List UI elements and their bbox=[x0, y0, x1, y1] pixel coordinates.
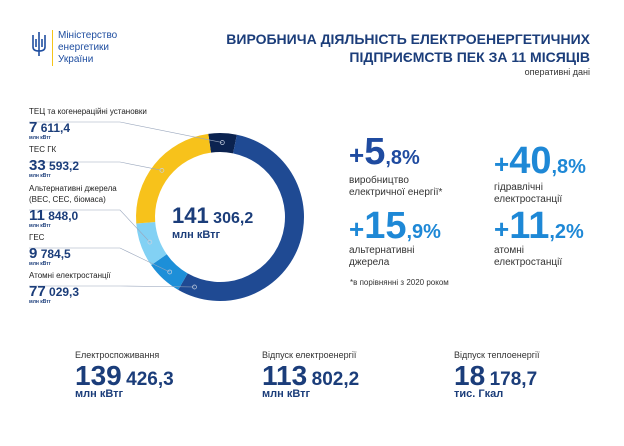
plus: + bbox=[494, 149, 510, 179]
donut-chart bbox=[29, 121, 305, 301]
slice-tec bbox=[208, 133, 237, 154]
slice-nuclear bbox=[178, 134, 305, 301]
value-big: 77 bbox=[29, 283, 46, 300]
pct-int: 11 bbox=[509, 205, 550, 247]
caption: гідравлічні bbox=[494, 182, 543, 193]
leader-dot bbox=[219, 140, 225, 145]
plus: + bbox=[494, 214, 510, 244]
growth-alternative: +15,9% альтернативні джерела bbox=[349, 207, 441, 269]
caption: електричної енергії* bbox=[349, 187, 443, 198]
kpi-unit: млн кВтг bbox=[75, 388, 124, 400]
legend-value-ges: 9 784,5 bbox=[29, 245, 71, 262]
legend-unit: млн кВтг bbox=[29, 223, 51, 229]
logo-line: України bbox=[58, 54, 94, 65]
kpi-unit: млн кВтг bbox=[262, 388, 311, 400]
kpi-label: Електроспоживання bbox=[75, 350, 160, 360]
caption: виробництво bbox=[349, 175, 409, 186]
kpi-big: 113 bbox=[262, 360, 308, 391]
kpi-electricity-supply: Відпуск електроенергії 113 802,2 млн кВт… bbox=[262, 350, 359, 400]
legend-label-aes: Атомні електростанції bbox=[29, 271, 111, 280]
page-title: ВИРОБНИЧА ДІЯЛЬНІСТЬ ЕЛЕКТРОЕНЕРГЕТИЧНИХ… bbox=[226, 30, 590, 66]
kpi-label: Відпуск електроенергії bbox=[262, 350, 357, 360]
center-value-big: 141 bbox=[172, 203, 209, 228]
leader-line bbox=[29, 209, 151, 243]
value-big: 9 bbox=[29, 245, 38, 262]
value-small: 848,0 bbox=[48, 209, 79, 223]
caption: електростанції bbox=[494, 194, 563, 205]
caption: альтернативні bbox=[349, 245, 415, 256]
pct-dec: ,2% bbox=[549, 221, 584, 243]
legend-label-ges: ГЕС bbox=[29, 233, 45, 242]
value-big: 7 bbox=[29, 119, 38, 136]
legend-unit: млн кВтг bbox=[29, 261, 51, 267]
kpi-small: 426,3 bbox=[126, 369, 174, 390]
legend-unit: млн кВтг bbox=[29, 173, 51, 179]
pct-dec: ,9% bbox=[406, 221, 441, 243]
kpi-unit: тис. Гкал bbox=[454, 388, 504, 400]
leader-line bbox=[29, 161, 162, 171]
legend-unit: млн кВтг bbox=[29, 299, 51, 305]
legend-label-tes: ТЕС ГК bbox=[29, 145, 57, 154]
pct-int: 40 bbox=[509, 140, 552, 182]
legend-label-alt-2: (ВЕС, СЕС, біомаса) bbox=[29, 195, 106, 204]
growth-hydro: +40,8% гідравлічні електростанції bbox=[494, 142, 586, 206]
caption: електростанції bbox=[494, 257, 563, 268]
legend-label-alt: Альтернативні джерела bbox=[29, 184, 117, 193]
leader-dot bbox=[147, 239, 153, 245]
value-small: 029,3 bbox=[49, 285, 80, 299]
kpi-label: Відпуск теплоенергії bbox=[454, 350, 540, 360]
title-line: ПІДПРИЄМСТВ ПЕК ЗА 11 МІСЯЦІВ bbox=[349, 49, 590, 65]
kpi-small: 802,2 bbox=[311, 369, 360, 390]
value-small: 784,5 bbox=[40, 247, 71, 261]
kpi-consumption: Електроспоживання 139 426,3 млн кВтг bbox=[75, 350, 174, 400]
growth-nuclear: +11,2% атомні електростанції bbox=[494, 207, 584, 269]
pct-int: 5 bbox=[364, 131, 386, 173]
legend-unit: млн кВтг bbox=[29, 135, 51, 141]
legend-value-tec: 7 611,4 bbox=[29, 119, 70, 136]
pct-dec: ,8% bbox=[385, 147, 420, 169]
leader-dot bbox=[167, 269, 173, 275]
caption: джерела bbox=[349, 257, 390, 268]
leader-line bbox=[29, 285, 195, 288]
pct-int: 15 bbox=[364, 205, 407, 247]
leader-line bbox=[29, 247, 170, 273]
trident-icon bbox=[32, 32, 46, 56]
logo-line: Міністерство bbox=[58, 30, 118, 41]
slice-tes bbox=[136, 133, 211, 224]
legend-value-tes: 33 593,2 bbox=[29, 157, 79, 174]
growth-production: +5,8% виробництво електричної енергії* bbox=[349, 133, 442, 199]
value-big: 33 bbox=[29, 157, 46, 174]
value-small: 611,4 bbox=[40, 121, 71, 135]
leader-dot bbox=[192, 284, 197, 290]
title-line: ВИРОБНИЧА ДІЯЛЬНІСТЬ ЕЛЕКТРОЕНЕРГЕТИЧНИХ bbox=[226, 31, 590, 47]
center-value-small: 306,2 bbox=[213, 210, 254, 227]
donut-center-value: 141 306,2 bbox=[172, 203, 253, 229]
kpi-heat-supply: Відпуск теплоенергії 18 178,7 тис. Гкал bbox=[454, 350, 540, 400]
legend-value-alt: 11 848,0 bbox=[29, 207, 78, 224]
plus: + bbox=[349, 140, 365, 170]
donut-center-unit: млн кВтг bbox=[172, 229, 221, 241]
kpi-big: 18 bbox=[454, 360, 486, 391]
logo-line: енергетики bbox=[58, 42, 109, 53]
caption: атомні bbox=[494, 245, 524, 256]
value-big: 11 bbox=[29, 207, 45, 224]
legend-value-aes: 77 029,3 bbox=[29, 283, 79, 300]
ministry-logo-text: Міністерство енергетики України bbox=[52, 30, 117, 66]
legend-label-tec: ТЕЦ та когенераційні установки bbox=[29, 107, 147, 116]
pct-dec: ,8% bbox=[551, 156, 586, 178]
leader-line bbox=[29, 121, 223, 143]
footnote: *в порівнянні з 2020 роком bbox=[350, 278, 449, 287]
value-small: 593,2 bbox=[49, 159, 80, 173]
kpi-big: 139 bbox=[75, 360, 122, 391]
kpi-small: 178,7 bbox=[489, 369, 538, 390]
plus: + bbox=[349, 214, 365, 244]
subtitle: оперативні дані bbox=[524, 67, 590, 77]
leader-dot bbox=[159, 168, 165, 173]
